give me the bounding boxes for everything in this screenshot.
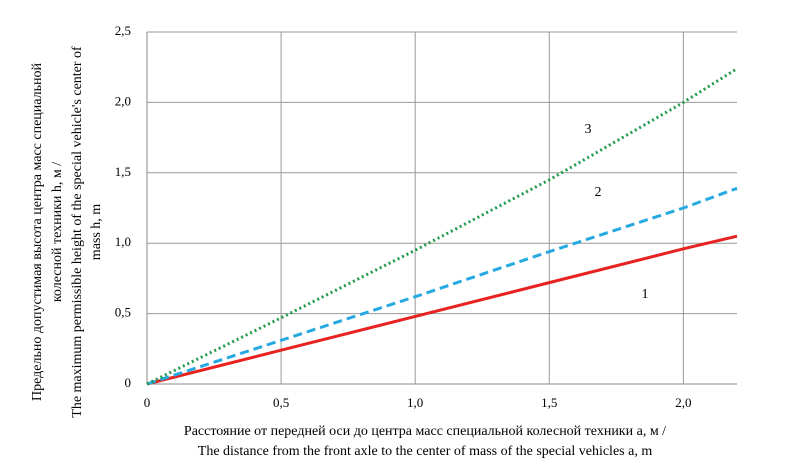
x-tick-label: 2,0 (675, 395, 691, 410)
series-label: 2 (595, 185, 602, 200)
series-line (146, 67, 738, 386)
y-axis-label: The maximum permissible height of the sp… (70, 46, 85, 418)
x-axis-label: The distance from the front axle to the … (198, 444, 653, 459)
y-tick-label: 0,5 (115, 305, 131, 320)
y-tick-label: 0 (125, 375, 132, 390)
y-axis-label: колесной техники h, м / (50, 162, 65, 302)
x-tick-label: 1,5 (541, 395, 557, 410)
series-line (146, 234, 738, 386)
y-tick-label: 2,5 (115, 23, 131, 38)
y-axis-label: Предельно допустимая высота центра масс … (30, 63, 45, 401)
x-tick-label: 0,5 (273, 395, 289, 410)
y-axis-label: mass h, m (89, 204, 104, 261)
y-tick-label: 2,0 (115, 93, 131, 108)
series-label: 1 (642, 287, 649, 302)
series-line (146, 186, 738, 386)
x-tick-label: 1,0 (407, 395, 423, 410)
x-tick-label: 0 (144, 395, 151, 410)
series-label: 3 (585, 122, 592, 137)
y-tick-label: 1,0 (115, 234, 131, 249)
y-tick-label: 1,5 (115, 164, 131, 179)
x-axis-label: Расстояние от передней оси до центра мас… (184, 424, 666, 439)
